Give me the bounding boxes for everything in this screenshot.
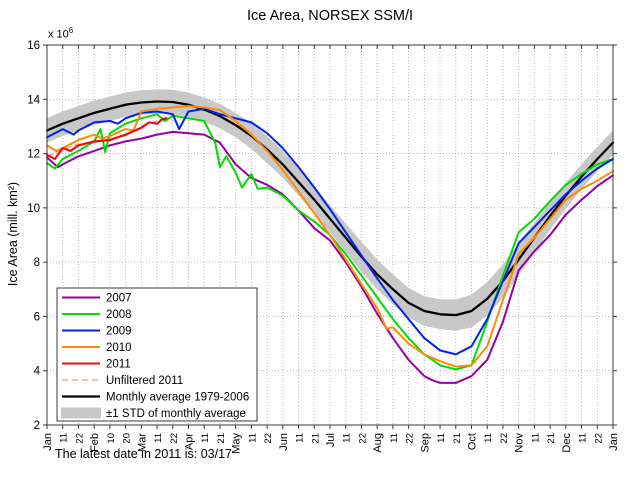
svg-text:16: 16: [27, 40, 40, 52]
legend-label: 2011: [106, 359, 131, 371]
svg-text:21: 21: [452, 433, 463, 444]
y-axis-title: Ice Area (mill. km²): [6, 181, 20, 287]
series-2009: [46, 107, 614, 356]
legend-box: [56, 287, 258, 422]
legend-label: Unfiltered 2011: [106, 375, 183, 387]
svg-text:22: 22: [74, 433, 85, 444]
series-2011: [45, 117, 168, 161]
svg-text:6: 6: [34, 311, 40, 323]
legend-label: Monthly average 1979-2006: [106, 392, 249, 404]
svg-text:11: 11: [295, 433, 306, 443]
svg-text:11: 11: [153, 433, 164, 443]
y-axis-exponent-power: 6: [68, 26, 74, 35]
svg-text:10: 10: [27, 203, 40, 215]
svg-text:Nov: Nov: [514, 433, 526, 453]
svg-text:22: 22: [405, 433, 416, 444]
y-axis-exponent-base: x 10: [48, 28, 69, 41]
y-axis-exponent: x 106: [48, 26, 73, 41]
svg-text:22: 22: [499, 433, 510, 444]
svg-text:11: 11: [530, 433, 541, 443]
legend-label: 2007: [106, 293, 132, 305]
latest-date-note: The latest date in 2011 is: 03/17: [55, 447, 232, 461]
series-2007: [46, 130, 614, 384]
svg-text:Jul: Jul: [325, 433, 337, 447]
series-2008: [46, 113, 614, 371]
x-tick-labels: Jan 11 22 Feb 10 20 Mar 11 22 Apr 11 21 May 11 22 Jun 11…: [42, 433, 620, 454]
svg-text:11: 11: [200, 433, 211, 443]
svg-text:2: 2: [34, 420, 40, 432]
svg-text:8: 8: [34, 257, 40, 269]
svg-text:21: 21: [310, 433, 321, 444]
svg-text:Oct: Oct: [467, 433, 479, 450]
svg-text:22: 22: [357, 433, 368, 444]
legend-label: 2010: [106, 342, 132, 354]
svg-text:Sep: Sep: [419, 433, 431, 453]
svg-text:21: 21: [216, 433, 227, 444]
svg-text:22: 22: [593, 433, 604, 444]
svg-text:Jan: Jan: [42, 433, 54, 451]
svg-text:11: 11: [247, 433, 258, 443]
svg-text:22: 22: [169, 433, 180, 444]
svg-text:11: 11: [389, 433, 400, 443]
svg-text:21: 21: [546, 433, 557, 444]
svg-text:22: 22: [263, 433, 274, 444]
legend-label: 2009: [106, 326, 132, 338]
series-2010: [46, 105, 614, 368]
svg-text:4: 4: [34, 366, 41, 378]
svg-text:12: 12: [27, 149, 40, 161]
svg-text:10: 10: [106, 433, 117, 444]
svg-text:Feb: Feb: [89, 433, 101, 452]
svg-text:11: 11: [436, 433, 447, 443]
legend-swatch-std-band: [61, 407, 101, 419]
svg-text:11: 11: [342, 433, 353, 443]
svg-text:11: 11: [59, 433, 70, 443]
chart-title: Ice Area, NORSEX SSM/I: [247, 8, 413, 24]
svg-text:11: 11: [578, 433, 589, 443]
svg-text:20: 20: [122, 433, 133, 444]
legend-label: ±1 STD of monthly average: [106, 408, 246, 420]
y-tick-labels: 16 14 12 10 8 6 4 2: [27, 40, 40, 432]
axis-ticks: [43, 44, 617, 429]
svg-text:Mar: Mar: [136, 433, 148, 452]
svg-text:Apr: Apr: [184, 433, 196, 450]
svg-text:Jan: Jan: [608, 433, 620, 451]
legend-label: 2008: [106, 309, 132, 321]
svg-text:May: May: [231, 433, 243, 454]
svg-text:14: 14: [27, 94, 40, 106]
series-monthly-average-1979-2006: [45, 100, 615, 317]
svg-text:11: 11: [483, 433, 494, 443]
legend: 2007 2008 2009 2010 2011 Unfiltered 2011 Month…: [56, 287, 258, 422]
svg-text:Jun: Jun: [278, 433, 290, 451]
svg-text:Dec: Dec: [561, 433, 573, 453]
svg-text:Aug: Aug: [372, 433, 384, 453]
